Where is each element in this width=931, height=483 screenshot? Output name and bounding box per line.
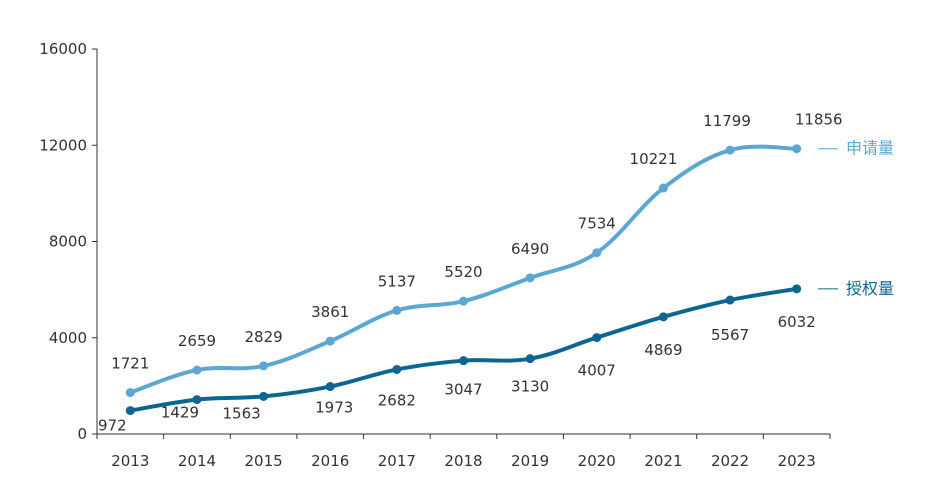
data-label: 3861	[311, 303, 349, 321]
data-point	[459, 296, 468, 306]
data-label: 1429	[161, 404, 199, 422]
data-point	[592, 333, 602, 343]
series-0	[125, 144, 802, 398]
x-tick-label: 2017	[378, 452, 416, 470]
data-label: 5137	[378, 272, 416, 290]
x-tick-label: 2023	[778, 452, 816, 470]
data-point	[125, 388, 135, 398]
data-label: 3130	[511, 378, 549, 396]
data-point	[792, 144, 802, 154]
data-label: 5520	[444, 263, 482, 281]
data-point	[525, 354, 535, 364]
data-point	[392, 364, 402, 374]
y-tick-label: 16000	[39, 40, 87, 58]
data-label: 2829	[244, 328, 282, 346]
data-point	[658, 312, 668, 322]
data-point	[192, 395, 202, 405]
data-label: 3047	[444, 381, 482, 399]
legend-label: 申请量	[846, 139, 894, 158]
data-point	[725, 295, 735, 305]
data-point	[259, 391, 269, 401]
data-point	[259, 361, 269, 371]
data-label: 10221	[630, 150, 678, 168]
legend-label: 授权量	[846, 279, 894, 298]
data-point	[325, 382, 335, 392]
series-1	[125, 284, 802, 416]
data-label: 2659	[178, 332, 216, 350]
data-label: 4007	[578, 362, 616, 380]
x-tick-label: 2014	[178, 452, 216, 470]
x-tick-label: 2022	[711, 452, 749, 470]
data-label: 7534	[578, 215, 616, 233]
x-tick-label: 2013	[111, 452, 149, 470]
data-point	[125, 406, 135, 416]
data-label: 4869	[644, 341, 682, 359]
data-label: 1973	[315, 399, 353, 417]
data-point	[725, 145, 735, 155]
data-label: 2682	[378, 391, 416, 409]
data-point	[325, 336, 335, 346]
x-tick-label: 2019	[511, 452, 549, 470]
x-axis-ticks: 2013 2014 2015 2016 2017 2018 2019 2020 2021 2022…	[96, 434, 831, 470]
data-label: 5567	[711, 326, 749, 344]
data-point	[592, 248, 602, 258]
data-label: 1563	[222, 404, 260, 422]
data-point	[192, 365, 202, 375]
x-tick-label: 2020	[578, 452, 616, 470]
data-label: 11799	[703, 112, 751, 130]
y-tick-label: 8000	[49, 233, 87, 251]
x-tick-label: 2021	[644, 452, 682, 470]
data-label: 6032	[778, 313, 816, 331]
data-point	[658, 183, 668, 193]
y-axis-ticks: 0 4000 8000 12000 16000	[39, 40, 97, 443]
y-tick-label: 0	[77, 425, 87, 443]
data-point	[792, 284, 802, 294]
y-tick-label: 12000	[39, 136, 87, 154]
x-tick-label: 2015	[244, 452, 282, 470]
series-layer	[125, 144, 802, 416]
x-tick-label: 2016	[311, 452, 349, 470]
data-point	[525, 273, 535, 283]
x-tick-label: 2018	[444, 452, 482, 470]
data-labels: 1721 2659 2829 3861 5137 5520 6490 7534 10221 117…	[98, 111, 843, 435]
data-label: 11856	[795, 111, 843, 129]
y-tick-label: 4000	[49, 329, 87, 347]
data-point	[459, 356, 468, 366]
data-label: 1721	[111, 355, 149, 373]
data-label: 972	[98, 417, 127, 435]
data-point	[392, 305, 402, 315]
data-label: 6490	[511, 240, 549, 258]
